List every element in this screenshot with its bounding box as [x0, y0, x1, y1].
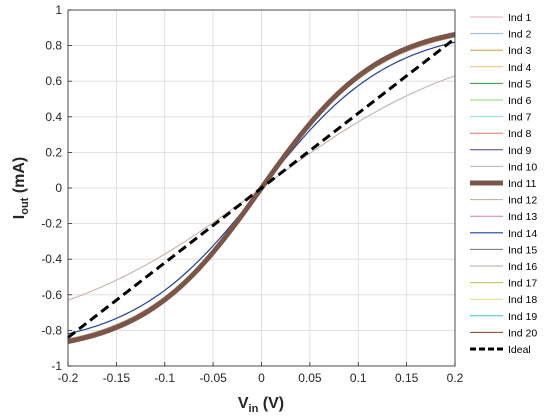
x-tick-label: -0.1: [154, 371, 175, 385]
x-tick-label: 0.2: [447, 371, 464, 385]
x-axis-ticks: -0.2 -0.15 -0.1 -0.05 0 0.05 0.1 0.15 0.2: [58, 362, 464, 385]
legend-label-ind-2: Ind 2: [508, 29, 532, 41]
x-axis-label-main: V: [238, 395, 249, 412]
legend-label-ind-3: Ind 3: [508, 45, 532, 57]
x-tick-label: 0.1: [350, 371, 367, 385]
y-tick-label: -0.2: [41, 217, 62, 231]
series-line-ideal: [67, 37, 456, 339]
x-tick-label: 0.05: [298, 371, 322, 385]
x-axis-label-unit: (V): [258, 395, 284, 412]
y-tick-label: -1: [51, 359, 62, 373]
legend-label-ind-14: Ind 14: [508, 228, 537, 240]
legend-label-ind-9: Ind 9: [508, 145, 532, 157]
legend-label-ind-5: Ind 5: [508, 78, 532, 90]
legend-label-ind-16: Ind 16: [508, 261, 537, 273]
y-axis-label-main: I: [11, 215, 28, 219]
legend-label-ind-1: Ind 1: [508, 12, 532, 24]
legend: Ind 1 Ind 2 Ind 3 Ind 4 Ind 5 Ind 6 Ind 7 Ind 8…: [465, 11, 547, 363]
legend-label-ind-20: Ind 20: [508, 327, 537, 339]
data-curves: [67, 32, 456, 344]
legend-label-ind-7: Ind 7: [508, 112, 532, 124]
y-tick-label: 0: [55, 181, 62, 195]
grid-lines: [67, 9, 456, 367]
legend-label-ind-19: Ind 19: [508, 311, 537, 323]
legend-label-ind-10: Ind 10: [508, 161, 537, 173]
x-axis-label-subscript: in: [249, 403, 259, 415]
y-axis-label: Iout (mA): [11, 157, 31, 219]
x-tick-label: -0.05: [199, 371, 227, 385]
y-tick-label: 0.4: [45, 110, 62, 124]
x-axis-label: Vin (V): [238, 395, 284, 415]
legend-label-ind-12: Ind 12: [508, 195, 537, 207]
y-axis-label-subscript: out: [19, 197, 31, 214]
legend-label-ind-6: Ind 6: [508, 95, 532, 107]
x-tick-label: 0.15: [395, 371, 419, 385]
x-tick-label: -0.15: [103, 371, 131, 385]
legend-label-ind-11: Ind 11: [508, 178, 537, 190]
y-tick-label: -0.4: [41, 252, 62, 266]
y-tick-label: 0.8: [45, 39, 62, 53]
legend-label-ind-18: Ind 18: [508, 294, 537, 306]
legend-label-ideal: Ideal: [508, 344, 531, 356]
legend-label-ind-17: Ind 17: [508, 278, 537, 290]
legend-label-ind-13: Ind 13: [508, 211, 537, 223]
x-tick-label: 0: [258, 371, 265, 385]
legend-label-ind-8: Ind 8: [508, 128, 532, 140]
legend-label-ind-15: Ind 15: [508, 244, 537, 256]
x-tick-label: -0.2: [58, 371, 79, 385]
y-tick-label: 0.6: [45, 74, 62, 88]
legend-box: [465, 11, 547, 363]
y-tick-label: 0.2: [45, 145, 62, 159]
y-tick-label: -0.8: [41, 323, 62, 337]
legend-label-ind-4: Ind 4: [508, 62, 532, 74]
y-tick-label: -0.6: [41, 288, 62, 302]
y-axis-label-unit: (mA): [11, 157, 28, 198]
y-axis-ticks: -1 -0.8 -0.6 -0.4 -0.2 0 0.2 0.4 0.6 0.8 1: [41, 3, 72, 373]
y-tick-label: 1: [55, 3, 62, 17]
